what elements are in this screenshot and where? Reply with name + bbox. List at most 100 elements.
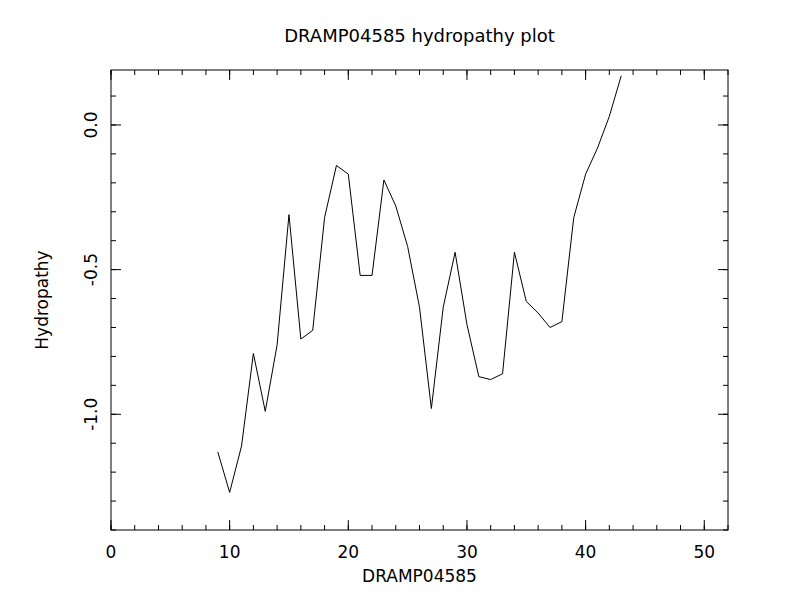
minor-tick (372, 525, 373, 530)
minor-tick (514, 70, 515, 75)
minor-tick (723, 530, 728, 531)
minor-tick (728, 70, 729, 75)
tick-label: 0.0 (81, 111, 101, 138)
minor-tick (723, 385, 728, 386)
tick-label: 0 (106, 542, 117, 562)
tick-label: -0.5 (81, 253, 101, 286)
minor-tick (609, 525, 610, 530)
minor-tick (372, 70, 373, 75)
tick-mark (718, 414, 728, 415)
minor-tick (324, 525, 325, 530)
minor-tick (561, 70, 562, 75)
minor-tick (723, 327, 728, 328)
tick-mark (718, 269, 728, 270)
minor-tick (111, 385, 116, 386)
minor-tick (253, 70, 254, 75)
minor-tick (182, 525, 183, 530)
minor-tick (723, 472, 728, 473)
plot-area (218, 76, 621, 493)
minor-tick (490, 70, 491, 75)
minor-tick (111, 240, 116, 241)
minor-tick (300, 525, 301, 530)
minor-tick (419, 70, 420, 75)
minor-tick (723, 211, 728, 212)
tick-mark (704, 520, 705, 530)
minor-tick (395, 70, 396, 75)
x-axis-label: DRAMP04585 (362, 566, 477, 586)
tick-mark (348, 520, 349, 530)
minor-tick (514, 525, 515, 530)
minor-tick (324, 70, 325, 75)
tick-mark (111, 269, 121, 270)
tick-mark (718, 124, 728, 125)
tick-label: 40 (575, 542, 597, 562)
minor-tick (158, 525, 159, 530)
tick-mark (111, 124, 121, 125)
minor-tick (111, 356, 116, 357)
minor-tick (277, 525, 278, 530)
chart: 0 10 20 30 40 50 -1.0 -0.5 0.0 DRAMP04585 hydropa… (0, 0, 800, 600)
minor-tick (419, 525, 420, 530)
y-axis-label: Hydropathy (32, 250, 52, 349)
data-line (218, 76, 621, 493)
minor-tick (723, 356, 728, 357)
minor-tick (680, 525, 681, 530)
minor-tick (277, 70, 278, 75)
minor-tick (443, 525, 444, 530)
minor-tick (538, 525, 539, 530)
tick-label: 30 (456, 542, 478, 562)
chart-container: 0 10 20 30 40 50 -1.0 -0.5 0.0 DRAMP04585 hydropa… (0, 0, 800, 600)
minor-tick (723, 153, 728, 154)
minor-tick (656, 70, 657, 75)
minor-tick (633, 525, 634, 530)
tick-mark (348, 70, 349, 80)
minor-tick (134, 70, 135, 75)
minor-tick (656, 525, 657, 530)
tick-mark (111, 70, 112, 80)
minor-tick (633, 70, 634, 75)
tick-label: 20 (337, 542, 359, 562)
tick-mark (704, 70, 705, 80)
minor-tick (111, 472, 116, 473)
tick-mark (229, 70, 230, 80)
tick-label: 10 (219, 542, 241, 562)
minor-tick (182, 70, 183, 75)
minor-tick (490, 525, 491, 530)
tick-label: 50 (693, 542, 715, 562)
tick-mark (466, 70, 467, 80)
minor-tick (723, 298, 728, 299)
minor-tick (205, 525, 206, 530)
tick-mark (585, 520, 586, 530)
minor-tick (723, 501, 728, 502)
minor-tick (111, 211, 116, 212)
minor-tick (723, 96, 728, 97)
minor-tick (111, 182, 116, 183)
minor-tick (561, 525, 562, 530)
tick-mark (229, 520, 230, 530)
minor-tick (253, 525, 254, 530)
minor-tick (538, 70, 539, 75)
chart-title: DRAMP04585 hydropathy plot (284, 25, 555, 46)
minor-tick (728, 525, 729, 530)
tick-label: -1.0 (81, 398, 101, 431)
minor-tick (111, 501, 116, 502)
minor-tick (111, 298, 116, 299)
minor-tick (723, 182, 728, 183)
tick-mark (111, 414, 121, 415)
minor-tick (111, 96, 116, 97)
minor-tick (111, 443, 116, 444)
minor-tick (680, 70, 681, 75)
minor-tick (443, 70, 444, 75)
minor-tick (111, 153, 116, 154)
tick-mark (466, 520, 467, 530)
minor-tick (111, 530, 116, 531)
tick-mark (585, 70, 586, 80)
minor-tick (723, 443, 728, 444)
minor-tick (205, 70, 206, 75)
minor-tick (158, 70, 159, 75)
minor-tick (300, 70, 301, 75)
minor-tick (134, 525, 135, 530)
minor-tick (395, 525, 396, 530)
tick-mark (111, 520, 112, 530)
minor-tick (111, 327, 116, 328)
